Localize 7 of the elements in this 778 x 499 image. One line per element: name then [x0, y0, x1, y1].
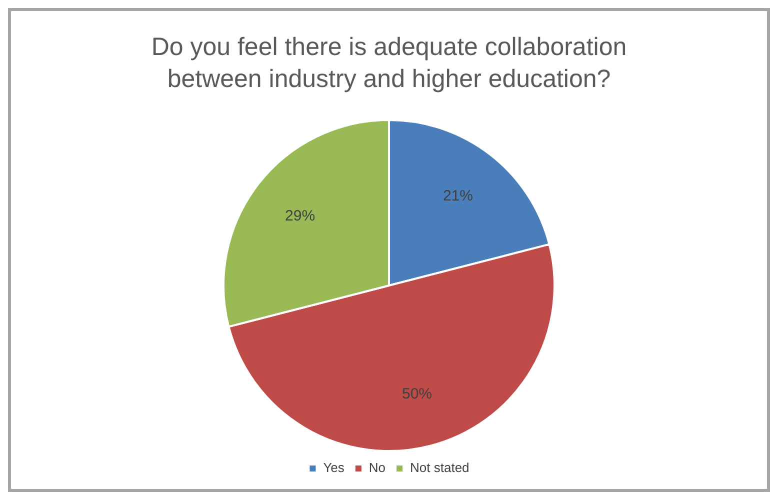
data-label: 50%	[402, 386, 432, 403]
data-label: 29%	[285, 208, 316, 225]
chart-title: Do you feel there is adequate collaboration between industry and higher education?	[150, 32, 628, 95]
legend-label: No	[368, 460, 386, 476]
legend-label: Yes	[323, 460, 345, 476]
legend-label: Not stated	[410, 460, 470, 476]
data-label: 21%	[442, 188, 473, 205]
